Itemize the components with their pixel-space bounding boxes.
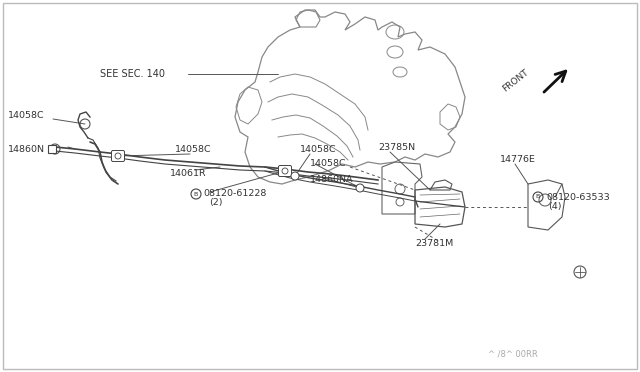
Text: 14058C: 14058C <box>300 145 337 154</box>
FancyBboxPatch shape <box>111 151 125 161</box>
Text: 14058C: 14058C <box>310 160 347 169</box>
Bar <box>48 145 56 153</box>
FancyBboxPatch shape <box>278 166 291 176</box>
Text: B: B <box>194 192 198 196</box>
Text: FRONT: FRONT <box>500 68 530 94</box>
Text: (4): (4) <box>548 202 561 212</box>
Text: 08120-61228: 08120-61228 <box>203 189 266 199</box>
Text: SEE SEC. 140: SEE SEC. 140 <box>100 69 165 79</box>
Circle shape <box>282 168 288 174</box>
Text: 14058C: 14058C <box>8 112 45 121</box>
Text: B: B <box>536 195 540 199</box>
Text: (2): (2) <box>209 198 223 206</box>
Text: 14860NA: 14860NA <box>310 174 353 183</box>
Text: 14776E: 14776E <box>500 155 536 164</box>
Text: 14058C: 14058C <box>175 145 212 154</box>
Text: ^ /8^ 00RR: ^ /8^ 00RR <box>488 350 538 359</box>
Circle shape <box>115 153 121 159</box>
Text: 23781M: 23781M <box>415 240 453 248</box>
Text: 14860N: 14860N <box>8 144 45 154</box>
Text: 08120-63533: 08120-63533 <box>546 192 610 202</box>
Circle shape <box>291 172 299 180</box>
Text: 14061R: 14061R <box>170 170 207 179</box>
Circle shape <box>356 184 364 192</box>
Text: 23785N: 23785N <box>378 142 415 151</box>
